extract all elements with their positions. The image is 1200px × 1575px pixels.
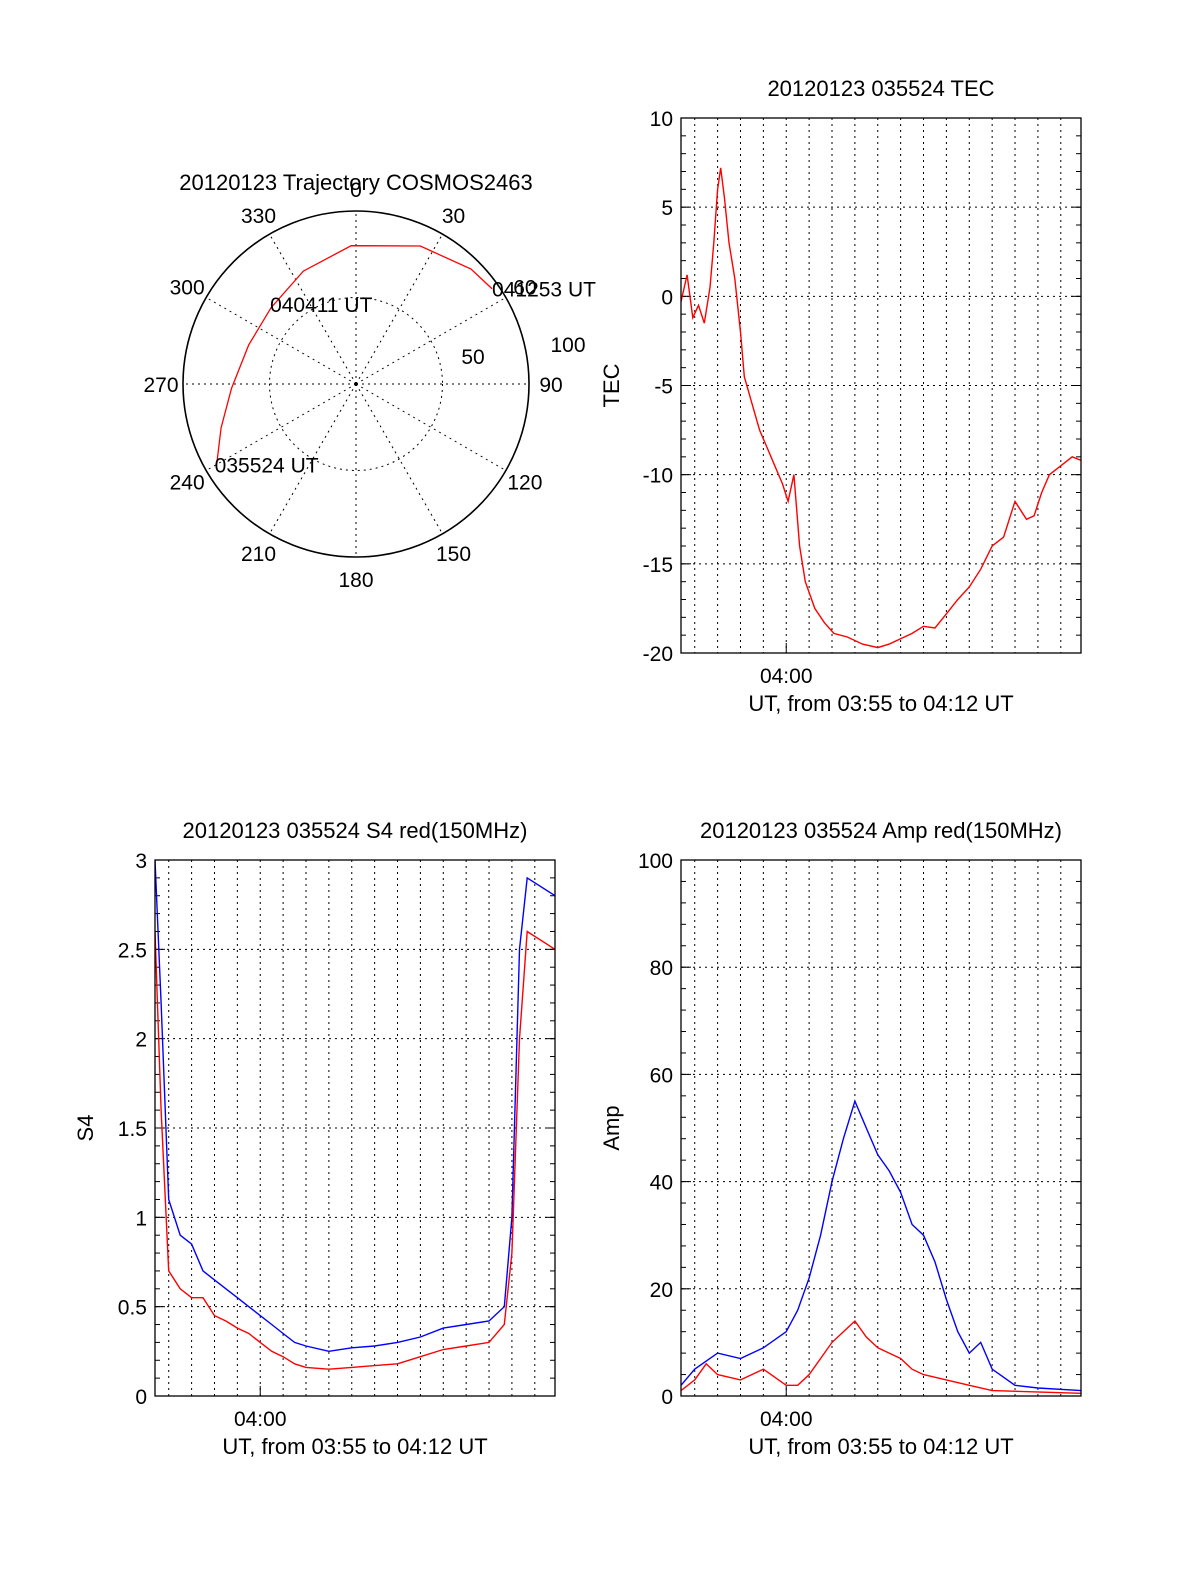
tec-title: 20120123 035524 TEC (767, 76, 994, 101)
polar-radial-label: 100 (550, 334, 585, 357)
polar-azimuth-label: 240 (170, 472, 205, 495)
polar-spoke (205, 383, 357, 471)
tec-ytick-label: -15 (643, 554, 673, 577)
s4-chart: 20120123 035524 S4 red(150MHz) 0 0.5 1 1.5 2 2… (73, 818, 556, 1459)
polar-azimuth-label: 300 (170, 277, 205, 300)
s4-plot-frame (154, 859, 556, 1397)
polar-trajectory-line (216, 245, 493, 465)
s4-ytick-label: 2.5 (118, 939, 147, 962)
polar-radial-label: 50 (461, 346, 484, 369)
polar-annotation: 041253 UT (492, 279, 596, 302)
amp-ytick-label: 0 (661, 1386, 673, 1409)
polar-outer-circle (182, 210, 530, 558)
polar-spoke (269, 233, 357, 385)
amp-title: 20120123 035524 Amp red(150MHz) (700, 818, 1062, 843)
tec-chart: 20120123 035524 TEC -20 -15 -10 -5 0 5 10 04:00 U… (599, 76, 1082, 716)
polar-azimuth-label: 270 (143, 374, 178, 397)
tec-ytick-label: -20 (643, 643, 673, 666)
amp-chart: 20120123 035524 Amp red(150MHz) 0 20 40 60 80… (599, 818, 1082, 1459)
polar-title: 20120123 Trajectory COSMOS2463 (179, 170, 532, 195)
amp-ytick-label: 40 (650, 1172, 673, 1195)
polar-azimuth-label: 120 (507, 472, 542, 495)
tec-xlabel: UT, from 03:55 to 04:12 UT (748, 691, 1013, 716)
s4-xtick-label: 04:00 (234, 1408, 287, 1431)
s4-xlabel: UT, from 03:55 to 04:12 UT (222, 1434, 487, 1459)
amp-ytick-label: 20 (650, 1279, 673, 1302)
amp-ytick-label: 60 (650, 1064, 673, 1087)
tec-ytick-label: 0 (661, 286, 673, 309)
amp-xlabel: UT, from 03:55 to 04:12 UT (748, 1434, 1013, 1459)
s4-ytick-label: 1.5 (118, 1118, 147, 1141)
s4-ytick-label: 0 (135, 1386, 147, 1409)
polar-inner-circle (269, 297, 443, 471)
polar-annotation: 040411 UT (270, 294, 373, 317)
s4-series-blue (155, 860, 555, 1353)
amp-plot-frame (680, 859, 1082, 1397)
polar-spoke (355, 383, 443, 535)
s4-title: 20120123 035524 S4 red(150MHz) (183, 818, 528, 843)
s4-series-red (155, 930, 555, 1370)
tec-series-red (681, 167, 1081, 649)
tec-plot-frame (680, 117, 1082, 654)
s4-ylabel: S4 (73, 1115, 98, 1142)
amp-ytick-label: 100 (638, 850, 673, 873)
polar-azimuth-label: 90 (539, 374, 562, 397)
polar-spoke (355, 383, 507, 471)
polar-azimuth-label: 150 (436, 543, 471, 566)
s4-ytick-label: 1 (135, 1207, 147, 1230)
polar-azimuth-label: 330 (241, 205, 276, 228)
amp-ytick-label: 80 (650, 957, 673, 980)
tec-ytick-label: 10 (650, 108, 673, 131)
polar-annotation: 035524 UT (215, 454, 319, 477)
s4-ytick-label: 3 (135, 850, 147, 873)
tec-ylabel: TEC (599, 363, 624, 407)
polar-azimuth-label: 210 (241, 543, 276, 566)
polar-spoke (355, 233, 443, 385)
s4-ytick-label: 0.5 (118, 1297, 147, 1320)
polar-azimuth-label: 30 (442, 205, 465, 228)
amp-ylabel: Amp (599, 1105, 624, 1150)
polar-azimuth-label: 180 (338, 569, 373, 592)
tec-ytick-label: 5 (661, 197, 673, 220)
polar-spoke (205, 297, 357, 385)
tec-ytick-label: -10 (643, 465, 673, 488)
polar-azimuth-label: 60 (513, 277, 536, 300)
amp-series-red (681, 1319, 1081, 1394)
s4-ytick-label: 2 (135, 1029, 147, 1052)
polar-azimuth-label: 0 (350, 179, 362, 202)
polar-spoke (355, 297, 507, 385)
tec-ytick-label: -5 (654, 376, 673, 399)
amp-xtick-label: 04:00 (760, 1408, 813, 1431)
tec-xtick-label: 04:00 (760, 665, 813, 688)
amp-series-blue (681, 1099, 1081, 1392)
polar-spoke (269, 383, 357, 535)
